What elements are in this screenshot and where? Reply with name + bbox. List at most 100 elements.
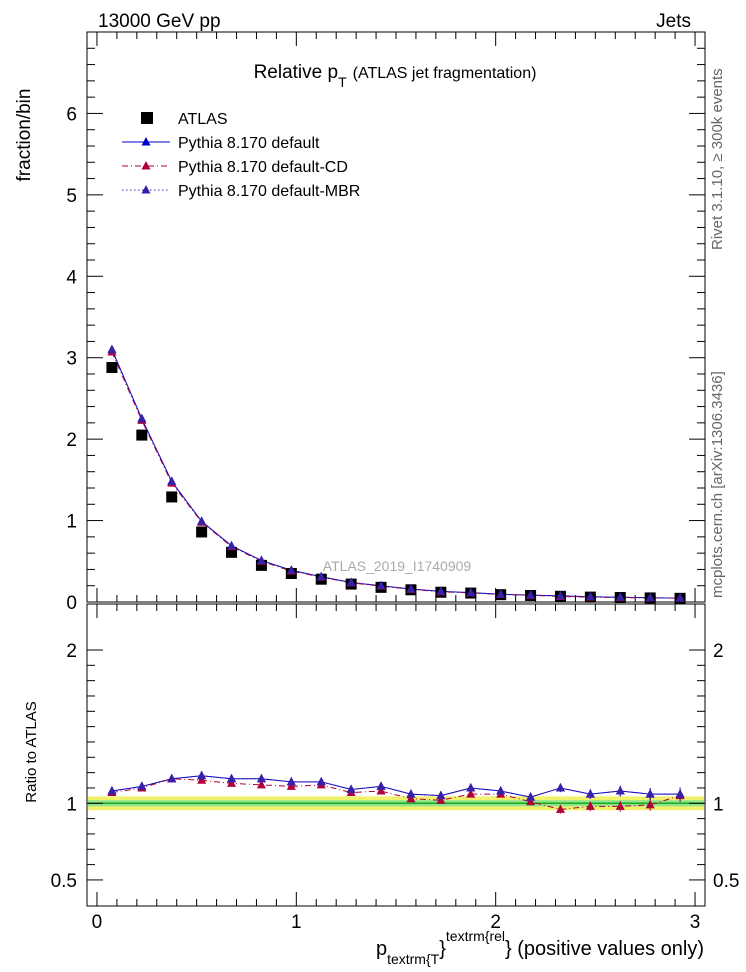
ratio-series-line — [111, 775, 681, 798]
mc-point — [555, 590, 565, 600]
main-ytick-label: 3 — [66, 349, 77, 370]
mc-point — [585, 591, 595, 601]
ratio-point — [316, 776, 326, 786]
main-series-line — [111, 351, 681, 599]
legend-marker — [141, 137, 151, 146]
ratio-point — [496, 786, 506, 795]
ratio-point — [436, 795, 446, 804]
mc-point — [645, 592, 655, 602]
main-ytick-label: 6 — [66, 104, 77, 125]
mcplots-label: mcplots.cern.ch [arXiv:1306.3436] — [709, 371, 726, 598]
mc-point — [167, 476, 177, 485]
ratio-point — [466, 782, 476, 792]
ratio-xtick-label: 1 — [291, 912, 302, 933]
main-ytick-label: 1 — [66, 512, 77, 533]
header-right: Jets — [656, 11, 691, 32]
ratio-point — [227, 778, 237, 787]
atlas-point — [166, 491, 178, 503]
header-left: 13000 GeV pp — [98, 11, 221, 32]
ratio-axes: 0.5 0.5 1 1 2 2 0 1 2 3 — [51, 604, 739, 933]
ratio-point — [615, 801, 625, 810]
xlabel-main: p — [376, 938, 387, 960]
ratio-point — [526, 796, 536, 806]
ratio-point — [137, 781, 147, 790]
ratio-point — [256, 779, 266, 789]
main-title-rest: (ATLAS jet fragmentation) — [353, 65, 537, 82]
ratio-point — [615, 786, 625, 795]
rivet-label: Rivet 3.1.10, ≥ 300k events — [709, 68, 726, 250]
ratio-point — [675, 789, 685, 798]
atlas-point — [255, 559, 267, 571]
ratio-point — [466, 789, 476, 798]
ratio-point — [197, 775, 207, 784]
ratio-point — [406, 789, 416, 798]
xlabel-sub: textrm{T — [387, 951, 440, 967]
ratio-point — [256, 773, 266, 783]
ratio-point — [167, 773, 177, 783]
mc-point — [137, 413, 147, 423]
mc-point — [346, 577, 356, 586]
mc-point — [675, 593, 685, 602]
ratio-series-line — [111, 775, 681, 798]
ratio-point — [286, 776, 296, 786]
ratio-ytick-label-right: 1 — [713, 794, 724, 815]
mc-point — [197, 516, 207, 525]
ratio-point — [585, 789, 595, 798]
mc-point — [256, 555, 266, 564]
ratio-point — [376, 786, 386, 795]
ratio-series — [107, 770, 685, 814]
ratio-point — [286, 781, 296, 790]
atlas-point — [136, 429, 148, 441]
main-axes: 0 1 2 3 4 5 6 — [66, 32, 705, 614]
ratio-point — [555, 782, 565, 792]
main-ylabel: fraction/bin — [14, 89, 35, 182]
watermark: ATLAS_2019_I1740909 — [323, 558, 472, 574]
legend-marker — [141, 112, 153, 124]
ratio-frame — [86, 603, 706, 907]
ratio-ytick-label: 2 — [66, 641, 77, 662]
ratio-point — [436, 790, 446, 800]
xlabel-sup: textrm{rel — [446, 928, 505, 944]
ratio-point — [645, 789, 655, 798]
ratio-ylabel: Ratio to ATLAS — [23, 701, 40, 802]
ratio-panel: Ratio to ATLAS 0.5 0.5 1 1 2 2 0 1 2 3 ptextrm{T}… — [23, 603, 739, 967]
mc-point — [227, 540, 237, 550]
main-ytick-label: 2 — [66, 430, 77, 451]
main-title-sub: T — [338, 74, 347, 90]
xlabel-rest: } (positive values only) — [505, 938, 704, 960]
ratio-point — [645, 799, 655, 809]
ratio-ytick-label: 0.5 — [51, 871, 77, 892]
ratio-point — [376, 781, 386, 790]
main-title: Relative pT (ATLAS jet fragmentation) — [254, 62, 537, 90]
main-ytick-label: 4 — [66, 267, 77, 288]
ratio-xtick-label: 2 — [490, 912, 501, 933]
mc-point — [107, 344, 117, 354]
atlas-point — [226, 546, 238, 558]
main-panel: fraction/bin Relative pT (ATLAS jet fragm… — [14, 31, 706, 614]
ratio-point — [346, 784, 356, 793]
ratio-series-line — [111, 778, 681, 810]
mc-point — [436, 586, 446, 595]
mc-point — [316, 571, 326, 581]
main-title-main: Relative p — [254, 62, 339, 83]
ratio-ytick-label-right: 2 — [713, 641, 724, 662]
legend-label: Pythia 8.170 default-CD — [178, 159, 348, 176]
atlas-point — [196, 526, 208, 538]
xlabel-brace: } — [439, 938, 446, 960]
ratio-ytick-label: 1 — [66, 794, 77, 815]
main-ytick-label: 0 — [66, 593, 77, 614]
mc-point — [286, 565, 296, 574]
ratio-point — [555, 804, 565, 813]
mc-point — [526, 590, 536, 599]
ratio-point — [197, 770, 207, 780]
ratio-point — [406, 793, 416, 803]
mc-point — [406, 583, 416, 593]
mc-point — [496, 589, 506, 598]
main-ytick-label: 5 — [66, 186, 77, 207]
ratio-point — [526, 792, 536, 801]
legend-label: Pythia 8.170 default-MBR — [178, 183, 360, 200]
legend-marker — [141, 161, 151, 170]
ratio-point — [227, 773, 237, 783]
atlas-point — [106, 361, 118, 373]
